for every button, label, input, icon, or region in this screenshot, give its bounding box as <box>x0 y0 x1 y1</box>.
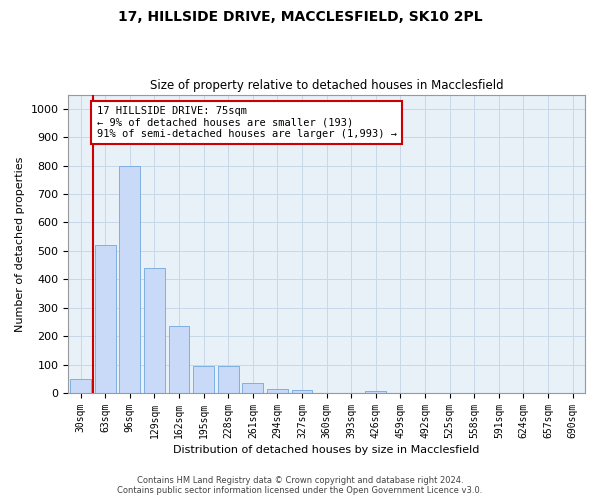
Title: Size of property relative to detached houses in Macclesfield: Size of property relative to detached ho… <box>150 79 503 92</box>
Bar <box>119 166 140 393</box>
Bar <box>267 389 288 393</box>
Bar <box>95 245 116 393</box>
Bar <box>292 390 313 393</box>
Bar <box>70 379 91 393</box>
Bar <box>218 366 239 393</box>
Bar <box>193 366 214 393</box>
Bar <box>169 326 190 393</box>
Bar <box>144 268 165 393</box>
Text: 17, HILLSIDE DRIVE, MACCLESFIELD, SK10 2PL: 17, HILLSIDE DRIVE, MACCLESFIELD, SK10 2… <box>118 10 482 24</box>
Bar <box>242 383 263 393</box>
Text: Contains HM Land Registry data © Crown copyright and database right 2024.
Contai: Contains HM Land Registry data © Crown c… <box>118 476 482 495</box>
X-axis label: Distribution of detached houses by size in Macclesfield: Distribution of detached houses by size … <box>173 445 480 455</box>
Bar <box>365 391 386 393</box>
Y-axis label: Number of detached properties: Number of detached properties <box>15 156 25 332</box>
Text: 17 HILLSIDE DRIVE: 75sqm
← 9% of detached houses are smaller (193)
91% of semi-d: 17 HILLSIDE DRIVE: 75sqm ← 9% of detache… <box>97 106 397 139</box>
